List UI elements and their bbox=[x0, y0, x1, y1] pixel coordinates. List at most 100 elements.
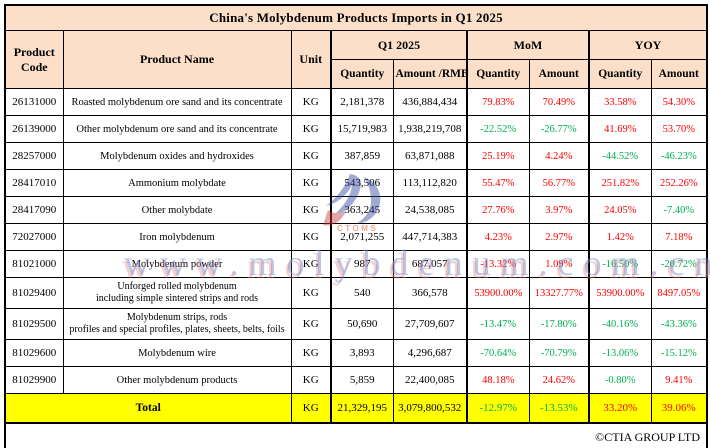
yoy-quantity-pct-cell: 1.42% bbox=[588, 223, 652, 251]
unit-cell: KG bbox=[290, 339, 332, 367]
unit-cell: KG bbox=[290, 250, 332, 278]
unit-cell: KG bbox=[290, 88, 332, 116]
product-code-cell: 81029600 bbox=[4, 339, 64, 367]
mom-quantity-pct-cell: 27.76% bbox=[466, 196, 530, 224]
table-row: 28417010 Ammonium molybdate KG 543,506 113,1… bbox=[4, 169, 708, 197]
q1-quantity-cell: 15,719,983 bbox=[330, 115, 394, 143]
unit-cell: KG bbox=[290, 142, 332, 170]
col-header-yoy-amount: Amount bbox=[650, 59, 708, 89]
q1-amount-cell: 27,709,607 bbox=[392, 308, 468, 340]
product-name-line1: Molybdenum strips, rods bbox=[126, 311, 228, 323]
yoy-quantity-pct-cell: -16.50% bbox=[588, 250, 652, 278]
q1-amount-cell: 22,400,085 bbox=[392, 366, 468, 394]
imports-table: China's Molybdenum Products Imports in Q… bbox=[4, 4, 709, 448]
yoy-amount-pct-cell: 53.70% bbox=[650, 115, 708, 143]
unit-cell: KG bbox=[290, 366, 332, 394]
unit-cell: KG bbox=[290, 196, 332, 224]
mom-quantity-pct-cell: -13.32% bbox=[466, 250, 530, 278]
mom-quantity-pct-cell: 48.18% bbox=[466, 366, 530, 394]
product-name-cell: Ammonium molybdate bbox=[62, 169, 292, 197]
product-code-cell: 26139000 bbox=[4, 115, 64, 143]
mom-amount-pct-cell: 1.09% bbox=[528, 250, 590, 278]
q1-quantity-cell: 3,893 bbox=[330, 339, 394, 367]
q1-amount-cell: 63,871,088 bbox=[392, 142, 468, 170]
mom-amount-pct-cell: 13327.77% bbox=[528, 277, 590, 309]
q1-quantity-cell: 543,506 bbox=[330, 169, 394, 197]
product-code-cell: 28417010 bbox=[4, 169, 64, 197]
yoy-quantity-pct-cell: 53900.00% bbox=[588, 277, 652, 309]
mom-amount-pct-cell: 2.97% bbox=[528, 223, 590, 251]
mom-amount-pct-cell: 56.77% bbox=[528, 169, 590, 197]
mom-quantity-pct-cell: 25.19% bbox=[466, 142, 530, 170]
yoy-amount-pct-cell: 252.26% bbox=[650, 169, 708, 197]
mom-amount-pct-cell: -17.80% bbox=[528, 308, 590, 340]
total-unit: KG bbox=[290, 393, 332, 424]
unit-cell: KG bbox=[290, 277, 332, 309]
yoy-amount-pct-cell: -43.36% bbox=[650, 308, 708, 340]
yoy-amount-pct-cell: -15.12% bbox=[650, 339, 708, 367]
unit-cell: KG bbox=[290, 115, 332, 143]
total-label: Total bbox=[4, 393, 292, 424]
yoy-amount-pct-cell: -7.40% bbox=[650, 196, 708, 224]
q1-amount-cell: 436,884,434 bbox=[392, 88, 468, 116]
table-row: 81029500 Molybdenum strips, rods profiles … bbox=[4, 308, 708, 340]
mom-quantity-pct-cell: -22.52% bbox=[466, 115, 530, 143]
yoy-amount-pct-cell: 54.30% bbox=[650, 88, 708, 116]
col-group-q1-2025: Q1 2025 bbox=[330, 30, 468, 60]
product-code-cell: 81029500 bbox=[4, 308, 64, 340]
table-row: 28257000 Molybdenum oxides and hydroxides… bbox=[4, 142, 708, 170]
yoy-amount-pct-cell: 9.41% bbox=[650, 366, 708, 394]
product-code-cell: 81029900 bbox=[4, 366, 64, 394]
q1-amount-cell: 366,578 bbox=[392, 277, 468, 309]
total-mom-quantity-pct: -12.97% bbox=[466, 393, 530, 424]
yoy-quantity-pct-cell: -44.52% bbox=[588, 142, 652, 170]
yoy-quantity-pct-cell: 41.69% bbox=[588, 115, 652, 143]
footer-row: ©CTIA GROUP LTD bbox=[4, 422, 708, 448]
q1-quantity-cell: 5,859 bbox=[330, 366, 394, 394]
unit-cell: KG bbox=[290, 308, 332, 340]
table-row: 26139000 Other molybdenum ore sand and it… bbox=[4, 115, 708, 143]
copyright-text: ©CTIA GROUP LTD bbox=[4, 422, 708, 448]
product-name-cell: Molybdenum oxides and hydroxides bbox=[62, 142, 292, 170]
mom-quantity-pct-cell: -13.47% bbox=[466, 308, 530, 340]
product-code-cell: 81029400 bbox=[4, 277, 64, 309]
yoy-amount-pct-cell: 8497.05% bbox=[650, 277, 708, 309]
q1-amount-cell: 113,112,820 bbox=[392, 169, 468, 197]
mom-amount-pct-cell: 4.24% bbox=[528, 142, 590, 170]
col-header-q1-amount-rmb: Amount /RMB bbox=[392, 59, 468, 89]
product-name-line2: profiles and special profiles, plates, s… bbox=[69, 324, 285, 335]
total-mom-amount-pct: -13.53% bbox=[528, 393, 590, 424]
q1-amount-cell: 4,296,687 bbox=[392, 339, 468, 367]
q1-quantity-cell: 363,245 bbox=[330, 196, 394, 224]
product-name-cell: Molybdenum strips, rods profiles and spec… bbox=[62, 308, 292, 340]
product-name-line1: Unforged rolled molybdenum bbox=[117, 280, 237, 292]
product-code-cell: 81021000 bbox=[4, 250, 64, 278]
mom-amount-pct-cell: 70.49% bbox=[528, 88, 590, 116]
total-row: Total KG 21,329,195 3,079,800,532 -12.97… bbox=[4, 393, 708, 424]
q1-quantity-cell: 387,859 bbox=[330, 142, 394, 170]
q1-amount-cell: 1,938,219,708 bbox=[392, 115, 468, 143]
yoy-quantity-pct-cell: 251.82% bbox=[588, 169, 652, 197]
col-group-mom: MoM bbox=[466, 30, 590, 60]
total-yoy-quantity-pct: 33.20% bbox=[588, 393, 652, 424]
table-body: 26131000 Roasted molybdenum ore sand and … bbox=[4, 88, 708, 394]
mom-quantity-pct-cell: 53900.00% bbox=[466, 277, 530, 309]
header-row-groups: Product Code Product Name Unit Q1 2025 M… bbox=[4, 30, 708, 89]
unit-cell: KG bbox=[290, 223, 332, 251]
product-name-cell: Molybdenum wire bbox=[62, 339, 292, 367]
mom-amount-pct-cell: -26.77% bbox=[528, 115, 590, 143]
title-row: China's Molybdenum Products Imports in Q… bbox=[4, 4, 708, 31]
product-name-cell: Iron molybdenum bbox=[62, 223, 292, 251]
q1-amount-cell: 24,538,085 bbox=[392, 196, 468, 224]
mom-amount-pct-cell: 24.62% bbox=[528, 366, 590, 394]
yoy-amount-pct-cell: -46.23% bbox=[650, 142, 708, 170]
yoy-amount-pct-cell: 7.18% bbox=[650, 223, 708, 251]
product-name-cell: Unforged rolled molybdenum including simp… bbox=[62, 277, 292, 309]
product-code-cell: 28417090 bbox=[4, 196, 64, 224]
col-header-mom-amount: Amount bbox=[528, 59, 590, 89]
table-row: 28417090 Other molybdate KG 363,245 24,538,0… bbox=[4, 196, 708, 224]
table-row: 26131000 Roasted molybdenum ore sand and … bbox=[4, 88, 708, 116]
col-group-yoy: YOY bbox=[587, 30, 708, 60]
table-row: 81021000 Molybdenum powder KG 987 687,057 -13… bbox=[4, 250, 708, 278]
